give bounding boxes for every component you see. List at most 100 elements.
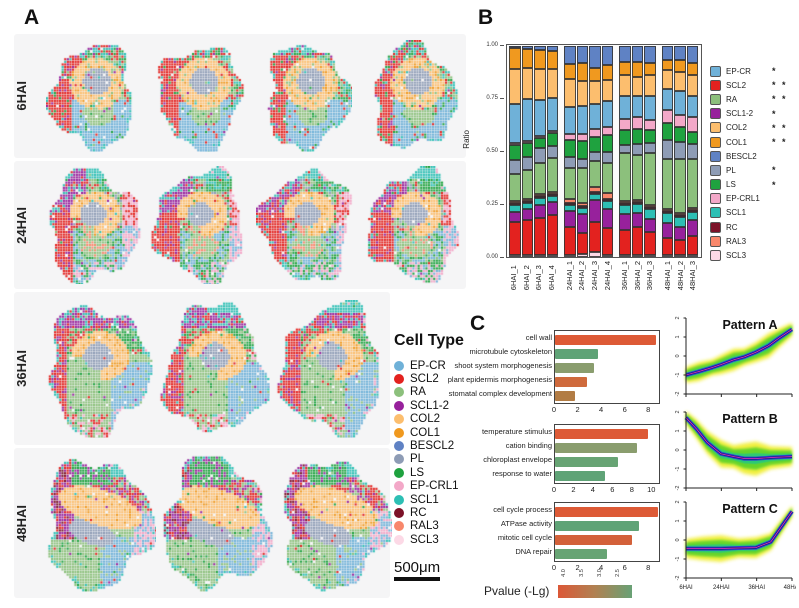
- bar-segment-RA: [564, 168, 576, 199]
- legend-item-ls: LS: [394, 466, 480, 479]
- bar-segment-PL: [674, 142, 686, 159]
- bar-segment-RA: [509, 174, 521, 202]
- b-legend-label: RC: [726, 222, 738, 232]
- bar-segment-SCL2: [631, 227, 643, 255]
- b-legend-swatch: [710, 108, 721, 120]
- x-label-36HAI_1: 36HAI_1: [620, 261, 630, 291]
- pattern-b-plot: 2 1 0 -1 -2 Pattern B: [675, 410, 793, 491]
- bar-segment-LS: [564, 140, 576, 158]
- bar-segment-RA: [644, 153, 656, 205]
- pattern-y-tick: -1: [675, 373, 681, 378]
- bar-segment-RA: [674, 158, 686, 213]
- b-legend-swatch: [710, 193, 721, 205]
- bar-segment-EP-CR: [521, 99, 533, 141]
- b-legend-label: COL2: [726, 123, 747, 133]
- bar-segment-EP-CR: [674, 91, 686, 115]
- bar-segment-SCL3: [546, 255, 558, 257]
- bar-segment-COL2: [631, 76, 643, 96]
- x-label-cell: 6HAI_4: [546, 261, 558, 290]
- bar-segment-SCL3: [509, 255, 521, 257]
- tissue-section: [148, 166, 249, 284]
- legend-swatch: [394, 481, 404, 492]
- bar-segment-SCL1-2: [589, 200, 601, 222]
- bar-segment-COL2: [661, 70, 673, 90]
- pattern-y-tick: 0: [675, 354, 681, 357]
- legend-item-col2: COL2: [394, 413, 480, 426]
- bar-segment-BESCL2: [631, 46, 643, 62]
- bar-segment-RA: [631, 154, 643, 201]
- go-term-label: response to water: [492, 468, 552, 478]
- bar-segment-LS: [661, 123, 673, 140]
- pattern-y-tick: -2: [675, 392, 681, 397]
- legend-item-scl1: SCL1: [394, 493, 480, 506]
- bar-segment-COL1: [686, 62, 698, 76]
- stacked-bar-plot: [506, 44, 702, 258]
- legend-swatch: [394, 414, 404, 425]
- bar-segment-SCL1: [534, 197, 546, 206]
- bar-segment-SCL1: [589, 193, 601, 201]
- b-legend-item-scl1: SCL1: [710, 206, 796, 220]
- bar-segment-LS: [521, 142, 533, 158]
- b-legend-swatch: [710, 221, 721, 233]
- bar-segment-COL2: [644, 75, 656, 97]
- bar-segment-BESCL2: [674, 45, 686, 60]
- bar-segment-LS: [686, 131, 698, 145]
- bar-segment-RAL3: [564, 198, 576, 204]
- significance-marks: * *: [772, 137, 788, 148]
- bar-segment-SCL2: [601, 228, 613, 255]
- b-legend-swatch: [710, 122, 721, 134]
- bar-segment-EP-CRL1: [619, 119, 631, 130]
- pvalue-tick: 4.0: [560, 569, 567, 577]
- bar-segment-BESCL2: [576, 45, 588, 63]
- bar-segment-EP-CR: [589, 104, 601, 129]
- x-label-cell: 36HAI_3: [644, 261, 656, 290]
- b-legend-item-ral3: RAL3: [710, 234, 796, 248]
- go-term-label-row: stomatal complex development: [449, 386, 552, 400]
- tissue-row: [38, 34, 466, 158]
- scale-bar: 500μm: [394, 559, 480, 582]
- bar-segment-RAL3: [674, 212, 686, 215]
- go-term-label-row: temperature stimulus: [470, 424, 552, 438]
- bar-segment-COL2: [576, 80, 588, 107]
- legend-swatch: [394, 360, 404, 371]
- tissue-section: [255, 166, 356, 284]
- pattern-y-tick: 1: [675, 429, 681, 432]
- tissue-section: [362, 166, 463, 284]
- bar-segment-PL: [686, 144, 698, 159]
- bar-segment-BESCL2: [509, 45, 521, 49]
- x-label-48HAI_1: 48HAI_1: [663, 261, 673, 291]
- go-bars-box: [554, 502, 660, 562]
- bar-segment-BESCL2: [564, 46, 576, 65]
- bar-segment-RAL3: [631, 200, 643, 203]
- bar-segment-PL: [631, 144, 643, 155]
- legend-item-bescl2: BESCL2: [394, 439, 480, 452]
- tissue-section: [45, 40, 138, 152]
- tissue-section: [152, 40, 245, 152]
- bar-segment-SCL2: [674, 240, 686, 255]
- legend-label: PL: [410, 453, 425, 466]
- cell-type-legend: Cell Type EP-CR SCL2 RA SCL1-2 COL2 COL1 BESCL…: [394, 332, 480, 582]
- pattern-y-tick: 1: [675, 335, 681, 338]
- bar-segment-COL2: [509, 68, 521, 104]
- stacked-bar-36HAI_1: [619, 46, 631, 257]
- tissue-section: [157, 299, 270, 438]
- bar-segment-SCL1-2: [631, 212, 643, 228]
- pvalue-tick: 3.0: [596, 569, 603, 577]
- bar-segment-EP-CRL1: [589, 128, 601, 138]
- bar-segment-EP-CR: [619, 95, 631, 120]
- b-legend-label: LS: [726, 180, 736, 190]
- bar-segment-SCL3: [674, 254, 686, 257]
- stacked-bar-6HAI_4: [546, 46, 558, 257]
- bar-segment-PL: [644, 142, 656, 154]
- legend-swatch: [394, 534, 404, 545]
- bar-segment-SCL1: [564, 205, 576, 212]
- bar-segment-COL1: [589, 68, 601, 82]
- bar-segment-EP-CR: [686, 96, 698, 118]
- bar-segment-EP-CRL1: [674, 114, 686, 128]
- legend-label: SCL2: [410, 373, 439, 386]
- bar-segment-PL: [619, 144, 631, 154]
- significance-marks: *: [772, 108, 778, 119]
- bar-segment-SCL2: [546, 215, 558, 255]
- go-bar: [555, 349, 598, 359]
- bar-segment-RA: [546, 158, 558, 192]
